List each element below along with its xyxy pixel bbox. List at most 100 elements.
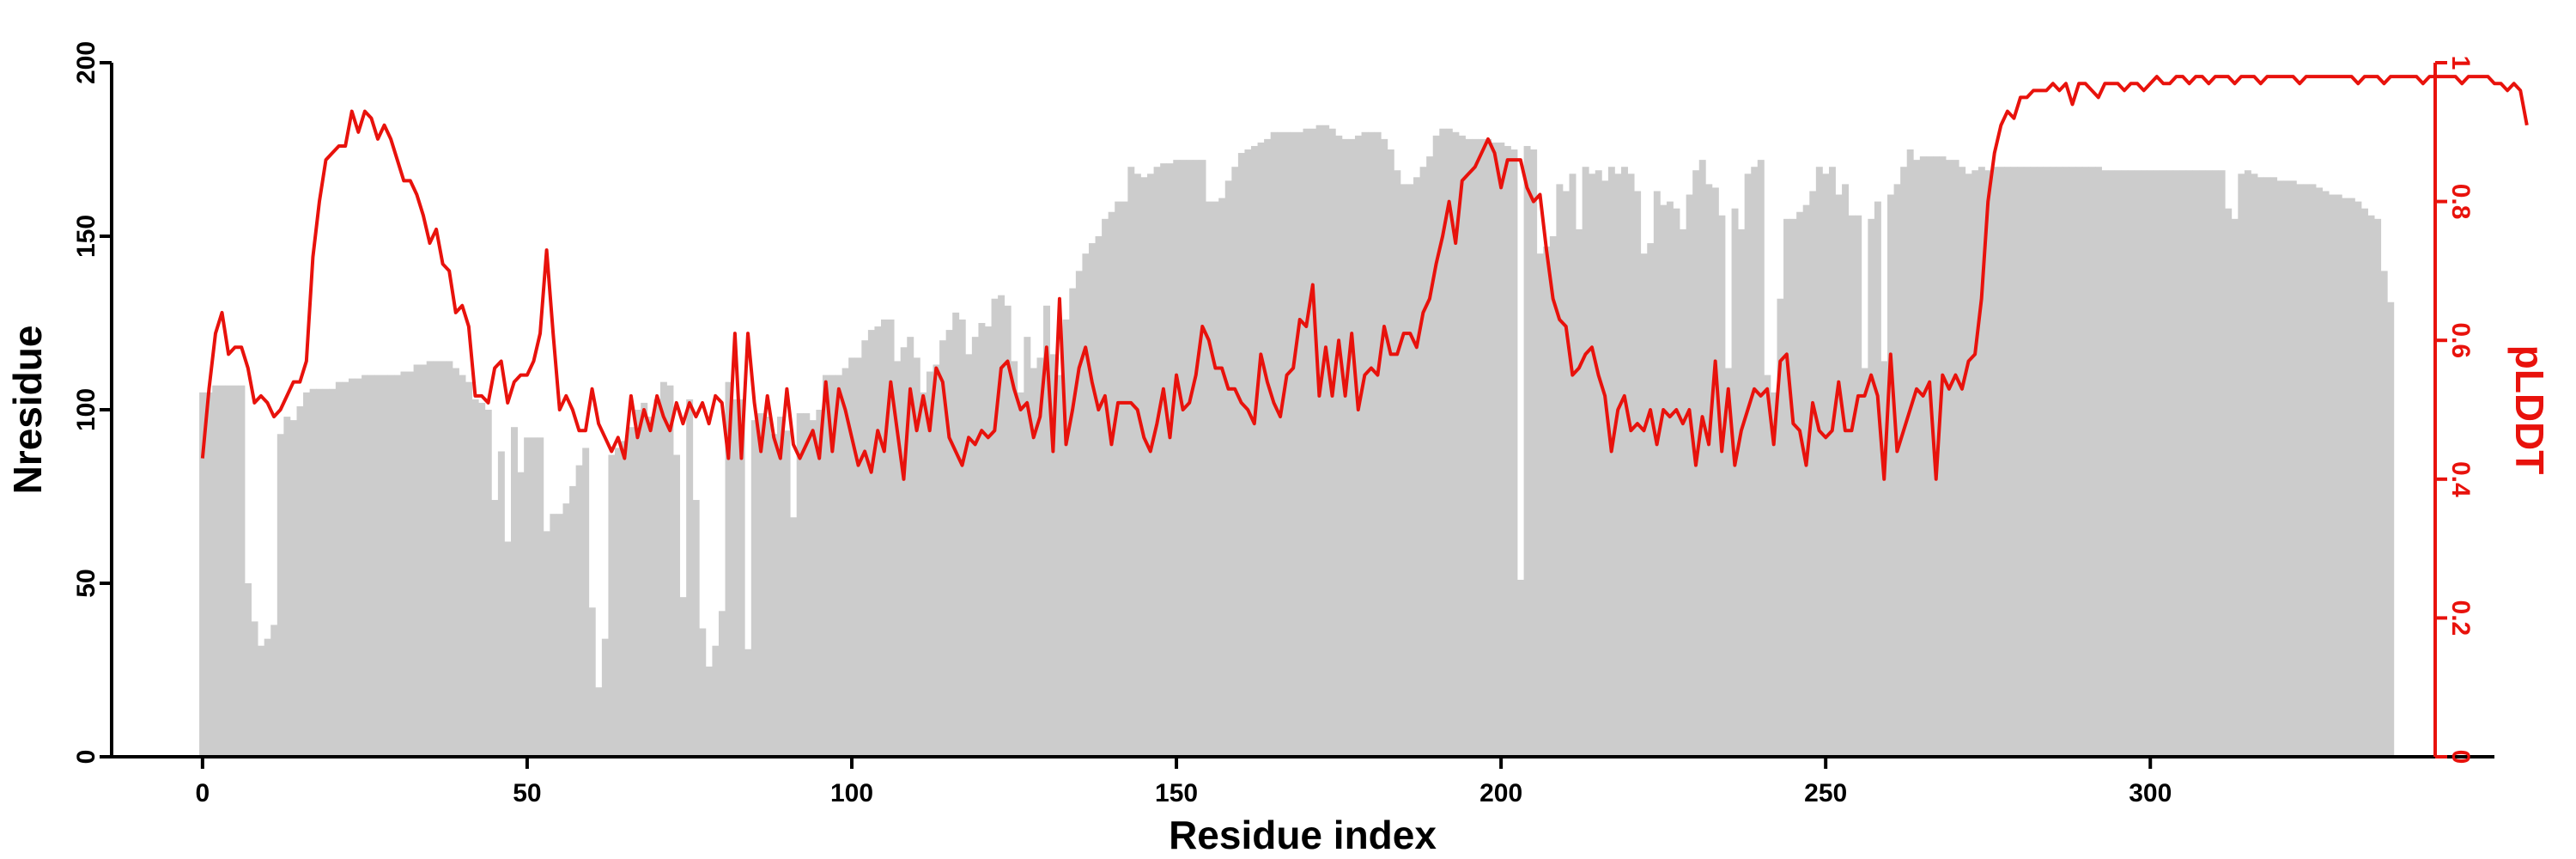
nresidue-bar — [1030, 368, 1037, 757]
nresidue-bar — [1874, 201, 1881, 758]
nresidue-bars — [199, 125, 2395, 758]
nresidue-bar — [841, 368, 849, 757]
nresidue-bar — [575, 465, 583, 757]
nresidue-bar — [2160, 170, 2167, 758]
nresidue-bar — [1186, 160, 1194, 757]
nresidue-bar — [2329, 194, 2336, 757]
nresidue-bar — [2069, 167, 2076, 757]
right-y-tick-label: 0.6 — [2446, 322, 2475, 358]
nresidue-bar — [1491, 142, 1498, 758]
nresidue-bar — [296, 405, 304, 757]
nresidue-bar — [1504, 145, 1511, 757]
nresidue-bar — [289, 420, 297, 757]
tick-marks — [100, 61, 2447, 769]
nresidue-bar — [2127, 170, 2135, 758]
nresidue-bar — [1212, 201, 1219, 758]
nresidue-bar — [1809, 191, 1817, 758]
nresidue-bar — [2023, 167, 2031, 757]
nresidue-bar — [1569, 174, 1577, 757]
nresidue-bar — [861, 340, 869, 757]
nresidue-bar — [1160, 163, 1168, 757]
nresidue-bar — [2244, 170, 2251, 758]
nresidue-bar — [1147, 174, 1154, 757]
nresidue-bar — [433, 361, 440, 757]
nresidue-bar — [1328, 128, 1336, 757]
nresidue-bar — [2212, 170, 2220, 758]
nresidue-bar — [511, 427, 518, 757]
nresidue-bar — [1237, 153, 1245, 758]
nresidue-bar — [1322, 125, 1330, 758]
nresidue-bar — [1426, 156, 1434, 757]
nresidue-bar — [1711, 187, 1719, 757]
nresidue-bar — [679, 597, 687, 757]
nresidue-bar — [1828, 167, 1836, 757]
nresidue-bar — [245, 583, 252, 757]
nresidue-bar — [2335, 194, 2342, 757]
nresidue-bar — [2121, 170, 2129, 758]
nresidue-bar — [2367, 215, 2375, 757]
nresidue-bar — [2218, 170, 2226, 758]
nresidue-bar — [303, 392, 311, 757]
nresidue-bar — [894, 361, 902, 757]
nresidue-bar — [1815, 167, 1823, 757]
nresidue-bar — [1971, 170, 1979, 758]
nresidue-bar — [530, 437, 538, 757]
nresidue-bar — [809, 420, 817, 757]
nresidue-bar — [1069, 288, 1077, 758]
nresidue-bar — [478, 402, 486, 757]
nresidue-bar — [1439, 128, 1447, 757]
nresidue-bar — [900, 347, 908, 757]
nresidue-bar — [283, 417, 291, 757]
nresidue-bar — [1465, 138, 1473, 757]
nresidue-bar — [1880, 361, 1888, 757]
nresidue-bar — [355, 378, 362, 757]
nresidue-bar — [1348, 138, 1356, 757]
nresidue-bar — [1478, 138, 1485, 757]
nresidue-bar — [407, 371, 414, 757]
plddt-line — [200, 75, 2529, 481]
nresidue-bar — [2004, 167, 2012, 757]
nresidue-bar — [1952, 160, 1959, 757]
nresidue-bar — [368, 375, 375, 757]
nresidue-bar — [1335, 135, 1343, 758]
nresidue-bar — [1978, 167, 1985, 757]
nresidue-bar — [854, 357, 862, 757]
nresidue-bar — [1523, 145, 1531, 757]
nresidue-bar — [939, 340, 947, 757]
nresidue-bar — [2360, 208, 2368, 757]
nresidue-bar — [1783, 218, 1790, 758]
nresidue-bar — [218, 385, 226, 757]
nresidue-bar — [595, 687, 603, 757]
nresidue-bar — [2270, 177, 2278, 757]
nresidue-bar — [439, 361, 447, 757]
nresidue-bar — [1458, 135, 1466, 758]
nresidue-bar — [588, 607, 596, 757]
nresidue-bar — [2140, 170, 2148, 758]
nresidue-bar — [537, 437, 544, 757]
nresidue-bar — [361, 375, 369, 757]
nresidue-bar — [783, 430, 791, 757]
nresidue-bar — [1621, 167, 1628, 757]
nresidue-bar — [2387, 302, 2395, 757]
nresidue-bar — [1543, 247, 1551, 757]
nresidue-bar — [2166, 170, 2174, 758]
right-y-tick-label: 0.4 — [2446, 461, 2475, 497]
nresidue-bar — [517, 472, 525, 757]
nresidue-bar — [452, 368, 459, 757]
nresidue-bar — [945, 330, 953, 757]
nresidue-bar — [1549, 236, 1557, 757]
nresidue-bar — [958, 319, 966, 757]
nresidue-bar — [1303, 128, 1310, 757]
nresidue-bar — [1251, 145, 1258, 757]
nresidue-bar — [641, 402, 648, 757]
nresidue-bar — [601, 638, 609, 757]
nresidue-bar — [1731, 208, 1739, 757]
nresidue-bar — [1102, 218, 1109, 758]
nresidue-bar — [2108, 170, 2116, 758]
nresidue-bar — [550, 514, 557, 757]
nresidue-bar — [2043, 167, 2050, 757]
nresidue-bar — [2017, 167, 2025, 757]
nresidue-bar — [803, 413, 811, 757]
nresidue-bar — [1115, 201, 1122, 758]
nresidue-bar — [829, 375, 836, 757]
